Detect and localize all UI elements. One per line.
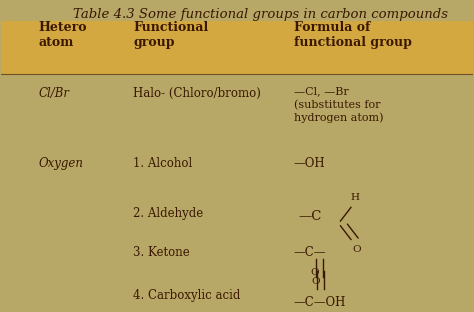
Text: Table 4.3 Some functional groups in carbon compounds: Table 4.3 Some functional groups in carb… [73,8,448,21]
Text: O: O [312,277,320,286]
Text: Cl/Br: Cl/Br [38,87,70,100]
Text: —C—OH: —C—OH [294,296,346,309]
Text: 3. Ketone: 3. Ketone [133,246,190,260]
Text: —OH: —OH [294,157,325,170]
Text: Formula of
functional group: Formula of functional group [294,21,411,49]
Text: Hetero
atom: Hetero atom [38,21,87,49]
Text: —C: —C [299,210,322,222]
Text: O: O [353,245,361,254]
Text: —Cl, —Br
(substitutes for
hydrogen atom): —Cl, —Br (substitutes for hydrogen atom) [294,87,383,124]
Text: O: O [310,268,319,277]
Text: Functional
group: Functional group [133,21,208,49]
Text: Halo- (Chloro/bromo): Halo- (Chloro/bromo) [133,87,261,100]
Text: 2. Aldehyde: 2. Aldehyde [133,207,203,220]
Text: 1. Alcohol: 1. Alcohol [133,157,192,170]
Text: H: H [350,193,359,202]
Text: Oxygen: Oxygen [38,157,83,170]
Text: —C—: —C— [294,246,326,260]
Text: 4. Carboxylic acid: 4. Carboxylic acid [133,290,240,302]
FancyBboxPatch shape [0,21,474,75]
